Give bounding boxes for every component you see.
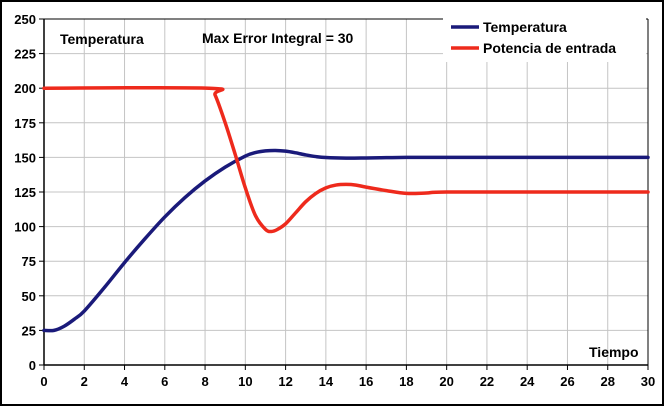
y-tick-label-100: 100 <box>14 220 36 235</box>
y-tick-label-75: 75 <box>22 254 36 269</box>
y-tick-label-250: 250 <box>14 12 36 27</box>
y-tick-label-200: 200 <box>14 81 36 96</box>
x-axis-title: Tiempo <box>589 344 639 360</box>
series-line-potencia-de-entrada <box>42 85 650 234</box>
x-tick-label-26: 26 <box>560 374 574 389</box>
x-tick-label-8: 8 <box>201 374 208 389</box>
legend-label-potencia-de-entrada: Potencia de entrada <box>483 40 616 56</box>
x-tick-label-22: 22 <box>480 374 494 389</box>
x-tick-label-0: 0 <box>40 374 47 389</box>
series-lines <box>42 85 650 333</box>
y-tick-label-25: 25 <box>22 323 36 338</box>
x-tick-label-12: 12 <box>278 374 292 389</box>
y-tick-label-175: 175 <box>14 116 36 131</box>
legend: Temperatura Potencia de entrada <box>451 19 616 56</box>
x-tick-label-16: 16 <box>359 374 373 389</box>
x-tick-label-18: 18 <box>399 374 413 389</box>
y-tick-labels: 0 25 50 75 100 125 150 175 200 225 250 <box>14 12 44 373</box>
legend-label-temperatura: Temperatura <box>483 19 567 35</box>
y-tick-label-50: 50 <box>22 289 36 304</box>
y-tick-label-0: 0 <box>29 358 36 373</box>
y-axis-title: Temperatura <box>60 31 144 47</box>
x-tick-label-14: 14 <box>319 374 334 389</box>
x-tick-label-2: 2 <box>81 374 88 389</box>
series-line-temperatura <box>42 148 650 333</box>
x-tick-label-4: 4 <box>121 374 129 389</box>
chart-annotation: Max Error Integral = 30 <box>202 30 354 46</box>
x-tick-label-24: 24 <box>520 374 535 389</box>
x-tick-label-6: 6 <box>161 374 168 389</box>
x-tick-labels: 0 2 4 6 8 10 12 14 16 18 20 22 24 26 28 30 <box>40 365 655 389</box>
y-tick-label-225: 225 <box>14 47 36 62</box>
x-tick-label-20: 20 <box>439 374 453 389</box>
x-tick-label-28: 28 <box>600 374 614 389</box>
x-tick-label-30: 30 <box>641 374 655 389</box>
x-tick-label-10: 10 <box>238 374 252 389</box>
y-tick-label-125: 125 <box>14 185 36 200</box>
y-tick-label-150: 150 <box>14 150 36 165</box>
